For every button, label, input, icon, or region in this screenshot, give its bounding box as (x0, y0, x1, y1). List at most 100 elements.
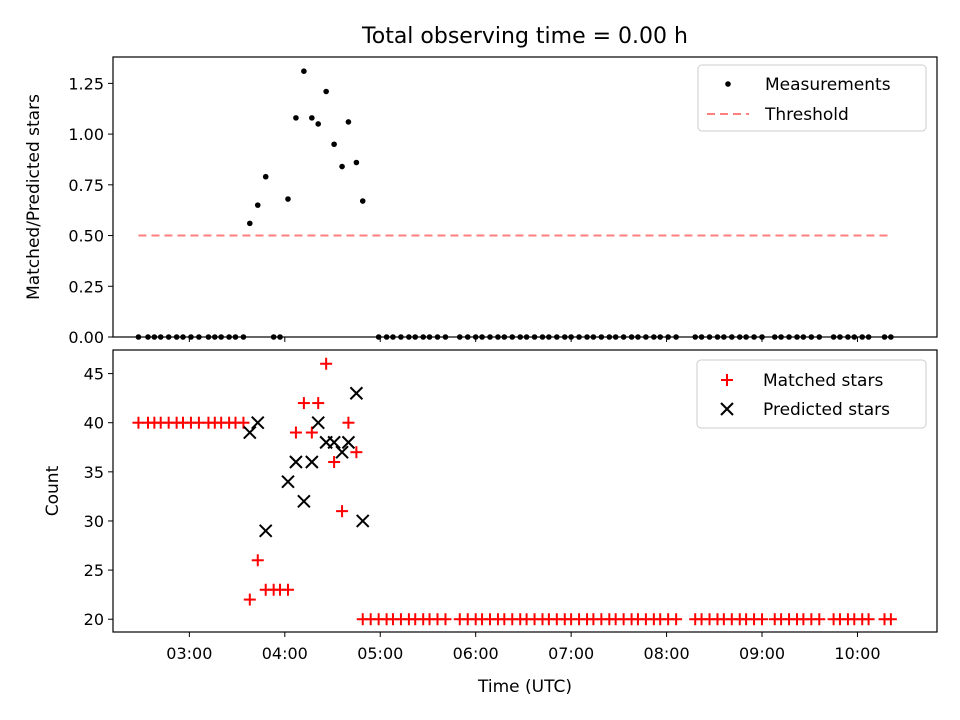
x-tick-label: 05:00 (357, 644, 403, 663)
y-tick-label: 40 (84, 414, 104, 433)
data-point (349, 386, 364, 400)
y-axis-label: Matched/Predicted stars (24, 94, 44, 300)
y-tick-label: 0.25 (68, 277, 104, 296)
data-point (328, 456, 341, 469)
x-bar (311, 416, 325, 430)
data-point (345, 119, 352, 125)
chart-title: Total observing time = 0.00 h (361, 24, 688, 49)
y-tick-label: 45 (84, 365, 104, 384)
y-tick-label: 1.25 (68, 74, 104, 93)
legend-box (697, 64, 927, 132)
data-point (309, 115, 315, 121)
data-point (289, 426, 302, 439)
data-point (721, 374, 733, 386)
data-point (341, 435, 356, 450)
data-point (331, 141, 337, 148)
x-bar (289, 455, 303, 469)
y-tick-label: 0.50 (68, 227, 104, 246)
x-tick-label: 08:00 (644, 644, 690, 663)
y-tick-label: 0.75 (68, 176, 104, 195)
data-point (327, 435, 341, 450)
data-point (262, 173, 269, 180)
x-bar (297, 494, 311, 509)
x-bar (327, 435, 341, 450)
legend: Measurements Threshold (697, 64, 927, 132)
legend-label: Predicted stars (763, 400, 890, 420)
x-bar (281, 474, 295, 489)
data-point (312, 397, 325, 410)
series-measurements (135, 68, 894, 340)
data-point (297, 397, 310, 410)
x-bar (341, 435, 356, 450)
x-tick-label: 04:00 (262, 644, 308, 663)
series-predicted-stars (243, 386, 370, 538)
data-point (259, 524, 273, 538)
data-point (670, 613, 683, 626)
data-point (353, 159, 360, 166)
x-bar (305, 455, 319, 469)
data-point (339, 163, 345, 170)
legend-label: Matched stars (763, 371, 883, 391)
data-point (862, 613, 875, 626)
legend-label: Threshold (764, 105, 849, 125)
x-axis-label: Time (UTC) (477, 677, 572, 697)
x-tick-label: 03:00 (166, 644, 212, 663)
y-tick-label: 30 (84, 512, 104, 531)
axes-frame (112, 56, 938, 338)
data-point (320, 357, 333, 370)
data-point (305, 426, 318, 439)
y-tick-label: 35 (84, 463, 104, 482)
x-bar (251, 416, 265, 430)
x-bar (335, 445, 349, 459)
data-point (359, 198, 366, 204)
data-point (323, 88, 329, 95)
data-point (237, 416, 250, 429)
legend-box (696, 359, 927, 429)
x-bar (356, 514, 370, 528)
count-panel: 20 25 30 35 40 45 03:00 04:00 05:00 06:00 07:00 08:… (43, 349, 938, 697)
data-point (247, 220, 253, 227)
data-point (243, 425, 257, 440)
data-point (342, 416, 355, 429)
data-point (293, 115, 299, 121)
x-tick-label: 09:00 (739, 644, 785, 663)
axes-frame (112, 349, 938, 633)
data-point (311, 416, 325, 430)
x-tick-label: 06:00 (453, 644, 499, 663)
ratio-panel: 0.00 0.25 0.50 0.75 1.00 1.25 Matched/Predicte… (24, 56, 938, 347)
data-point (756, 613, 769, 626)
data-point (281, 474, 295, 489)
data-point (305, 455, 319, 469)
y-tick-label: 1.00 (68, 125, 104, 144)
data-point (251, 554, 264, 567)
data-point (315, 121, 322, 127)
y-tick-label: 25 (84, 561, 104, 580)
legend-label: Measurements (765, 75, 891, 95)
data-point (720, 402, 734, 416)
x-bar (259, 524, 273, 538)
legend: Matched stars Predicted stars (696, 359, 927, 429)
data-point (356, 514, 370, 528)
data-point (289, 455, 303, 469)
y-tick-label: 0.00 (68, 328, 104, 347)
data-point (297, 494, 311, 509)
data-point (335, 445, 349, 459)
x-bar (349, 386, 364, 400)
y-tick-label: 20 (84, 610, 104, 629)
data-point (725, 81, 731, 87)
data-point (281, 583, 294, 596)
x-tick-label: 10:00 (834, 644, 880, 663)
x-bar (243, 425, 257, 440)
data-point (285, 196, 291, 202)
data-point (243, 593, 256, 606)
data-point (336, 505, 349, 518)
data-point (254, 202, 261, 208)
y-axis-label: Count (43, 465, 63, 516)
data-point (884, 613, 897, 626)
series-matched-stars (132, 357, 897, 626)
data-point (301, 68, 307, 75)
data-point (813, 613, 826, 626)
x-bar (720, 402, 734, 416)
data-point (439, 613, 452, 626)
